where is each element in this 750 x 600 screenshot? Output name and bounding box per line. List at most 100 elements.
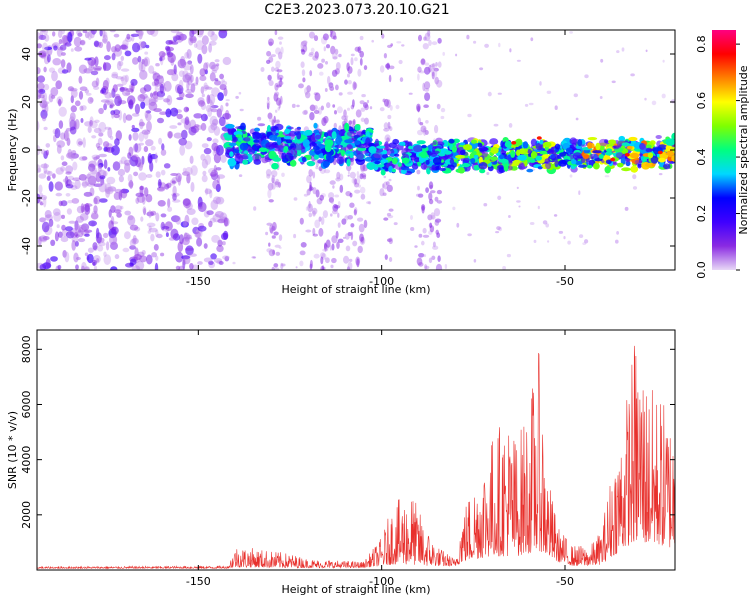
- spectrogram-cell: [167, 53, 176, 63]
- spectrogram-x-ticks: -150 -100 -50: [186, 30, 574, 288]
- spectrogram-cell: [498, 158, 509, 163]
- spectrogram-cell: [135, 30, 140, 33]
- spectrogram-x-tick-label: -100: [369, 275, 394, 288]
- spectrogram-cell: [268, 150, 277, 160]
- spectrogram-cell: [78, 229, 82, 233]
- spectrogram-cell: [463, 144, 473, 151]
- spectrogram-cell: [213, 164, 217, 173]
- spectrogram-cell: [70, 89, 78, 98]
- spectrogram-cell: [60, 59, 66, 68]
- spectrogram-cell: [274, 147, 280, 152]
- spectrogram-cell: [315, 162, 319, 167]
- spectrogram-cell: [312, 187, 317, 195]
- spectrogram-cell: [274, 119, 280, 123]
- spectrogram-cell: [359, 100, 365, 105]
- spectrogram-cell: [431, 255, 436, 260]
- spectrogram-cell: [425, 159, 430, 165]
- spectrogram-cell: [138, 162, 143, 171]
- spectrogram-cell: [312, 227, 316, 236]
- spectrogram-cell: [146, 222, 156, 228]
- spectrogram-y-tick-label: -20: [20, 189, 33, 207]
- spectrogram-cell: [268, 38, 274, 46]
- spectrogram-cell: [354, 57, 358, 62]
- spectrogram-cell: [430, 214, 436, 220]
- spectrogram-cell: [112, 109, 121, 115]
- spectrogram-cell: [54, 128, 61, 139]
- spectrogram-cell: [235, 134, 243, 138]
- spectrogram-cell: [79, 86, 88, 91]
- spectrogram-cell: [163, 98, 171, 103]
- spectrogram-cell: [74, 220, 79, 231]
- spectrogram-cell: [209, 189, 213, 199]
- spectrogram-cell: [349, 258, 353, 262]
- spectrogram-cell: [281, 172, 285, 177]
- spectrogram-cell: [78, 90, 84, 100]
- spectrogram-cell: [665, 151, 675, 156]
- spectrogram-cell: [572, 152, 583, 160]
- spectrogram-cell: [221, 79, 225, 83]
- spectrogram-cell: [432, 141, 437, 146]
- spectrogram-cell: [593, 162, 600, 170]
- spectrogram-cell: [423, 104, 429, 108]
- snr-panel: -150 -100 -50 2000 4000 6000 8000 Height of s…: [6, 329, 676, 596]
- spectrogram-cell: [354, 140, 361, 146]
- spectrogram-cell: [278, 100, 281, 109]
- spectrogram-cell: [473, 164, 480, 171]
- spectrogram-cell: [425, 187, 429, 194]
- spectrogram-cell: [352, 240, 358, 247]
- spectrogram-cell: [118, 160, 123, 165]
- spectrogram-cell: [74, 223, 81, 234]
- spectrogram-cell: [73, 36, 82, 47]
- spectrogram-cell: [545, 223, 549, 228]
- spectrogram-cell: [341, 115, 347, 121]
- spectrogram-cell: [424, 62, 430, 66]
- spectrogram-cell: [73, 232, 79, 237]
- spectrogram-cell: [153, 96, 159, 103]
- spectrogram-cell: [72, 161, 78, 171]
- spectrogram-cell: [634, 159, 643, 164]
- spectrogram-cell: [150, 210, 157, 216]
- spectrogram-cell: [116, 83, 124, 87]
- spectrogram-cell: [184, 72, 192, 81]
- spectrogram-cell: [550, 153, 560, 161]
- spectrogram-cell: [43, 126, 48, 131]
- spectrogram-cell: [81, 105, 87, 111]
- spectrogram-cell: [615, 239, 619, 244]
- spectrogram-cell: [365, 137, 371, 146]
- spectrogram-cell: [238, 136, 243, 142]
- spectrogram-cell: [313, 35, 319, 42]
- spectrogram-cell: [141, 193, 146, 205]
- spectrogram-cell: [93, 66, 102, 71]
- spectrogram-cell: [479, 67, 484, 71]
- spectrogram-cell: [272, 157, 282, 162]
- snr-x-tick-label: -100: [369, 575, 394, 588]
- spectrogram-cell: [154, 262, 159, 270]
- spectrogram-cell: [232, 136, 238, 143]
- spectrogram-cell: [154, 82, 163, 87]
- spectrogram-cell: [103, 141, 110, 148]
- spectrogram-cell: [337, 201, 341, 209]
- spectrogram-cell: [165, 232, 169, 238]
- spectrogram-cell: [45, 258, 51, 269]
- spectrogram-cell: [145, 110, 152, 114]
- spectrogram-cell: [309, 31, 315, 39]
- spectrogram-cell: [397, 162, 402, 168]
- spectrogram-cell: [109, 93, 113, 98]
- spectrogram-cell: [118, 60, 124, 67]
- spectrogram-cell: [222, 241, 226, 246]
- spectrogram-cell: [67, 148, 73, 158]
- spectrogram-cell: [188, 37, 194, 46]
- spectrogram-cell: [277, 36, 284, 40]
- spectrogram-cell: [451, 145, 457, 153]
- spectrogram-cell: [386, 184, 393, 193]
- spectrogram-cell: [486, 172, 490, 175]
- spectrogram-cell: [65, 193, 71, 197]
- spectrogram-cell: [437, 255, 441, 262]
- spectrogram-cell: [463, 157, 470, 163]
- spectrogram-cell: [103, 103, 107, 111]
- spectrogram-cell: [300, 61, 305, 68]
- spectrogram-cell: [125, 92, 131, 96]
- spectrogram-cell: [127, 214, 134, 221]
- spectrogram-cell: [65, 165, 74, 174]
- spectrogram-cell: [480, 147, 489, 152]
